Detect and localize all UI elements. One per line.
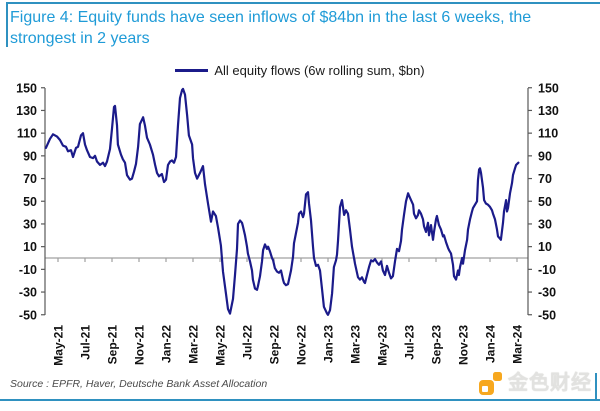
logo-small-square [493,372,502,381]
jinse-logo-icon [479,371,504,396]
y-tick-label-left: 30 [23,217,37,231]
y-tick-label-left: 70 [23,172,37,186]
x-tick-label: Nov-22 [295,325,309,365]
y-tick-label-left: 90 [23,149,37,163]
y-tick-label-right: 70 [538,172,552,186]
y-tick-label-left: 150 [16,81,37,95]
y-tick-label-right: 110 [538,127,558,141]
x-tick-label: Sep-21 [106,325,120,365]
x-tick-label: Jul-21 [79,325,93,360]
y-tick-label-left: 10 [23,240,37,254]
x-tick-label: Jan-24 [484,325,498,363]
figure-title: Figure 4: Equity funds have seen inflows… [10,9,532,48]
x-tick-label: Mar-23 [349,325,363,364]
x-tick-label: May-22 [214,325,228,366]
y-tick-label-left: -30 [19,286,37,300]
x-tick-label: Sep-23 [430,325,444,365]
y-tick-label-right: 90 [538,149,552,163]
y-tick-label-right: 150 [538,81,559,95]
x-tick-label: Jul-23 [403,325,417,360]
x-tick-label: Jan-23 [322,325,336,363]
y-tick-label-left: -10 [19,263,37,277]
equity-flows-series-line [44,87,520,316]
x-tick-label: May-21 [52,325,66,366]
x-tick-label: Mar-24 [511,325,525,364]
x-tick-label: Sep-22 [268,325,282,365]
x-tick-label: Mar-22 [187,325,201,364]
y-tick-label-right: 10 [538,240,552,254]
frame-bottom-rule [0,399,600,401]
y-tick-label-right: 30 [538,217,552,231]
x-tick-label: Jan-22 [160,325,174,363]
y-tick-label-right: -10 [538,263,556,277]
x-tick-label: May-23 [376,325,390,366]
frame-top-rule [6,2,600,4]
y-tick-label-right: -50 [538,308,556,322]
y-tick-label-right: 50 [538,195,552,209]
y-tick-label-right: -30 [538,286,556,300]
frame-right-rule [595,373,597,401]
jinse-logo-text: 金色财经 [508,372,592,394]
y-tick-label-left: 130 [16,104,37,118]
x-tick-label: Nov-21 [133,325,147,365]
y-tick-label-left: 50 [23,195,37,209]
y-tick-label-left: 110 [17,127,37,141]
x-tick-label: Jul-22 [241,325,255,360]
legend: All equity flows (6w rolling sum, $bn) [0,63,600,78]
frame-left-rule [6,2,8,47]
logo-square-hole [482,386,488,392]
legend-line-swatch [175,69,209,72]
legend-label: All equity flows (6w rolling sum, $bn) [214,63,425,78]
y-tick-label-right: 130 [538,104,559,118]
x-tick-label: Nov-23 [457,325,471,365]
y-tick-label-left: -50 [19,308,37,322]
source-note: Source : EPFR, Haver, Deutsche Bank Asse… [10,378,268,390]
jinse-watermark-logo: 金色财经 [479,371,592,396]
